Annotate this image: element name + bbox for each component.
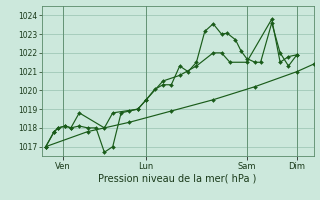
X-axis label: Pression niveau de la mer( hPa ): Pression niveau de la mer( hPa ) [99, 173, 257, 183]
